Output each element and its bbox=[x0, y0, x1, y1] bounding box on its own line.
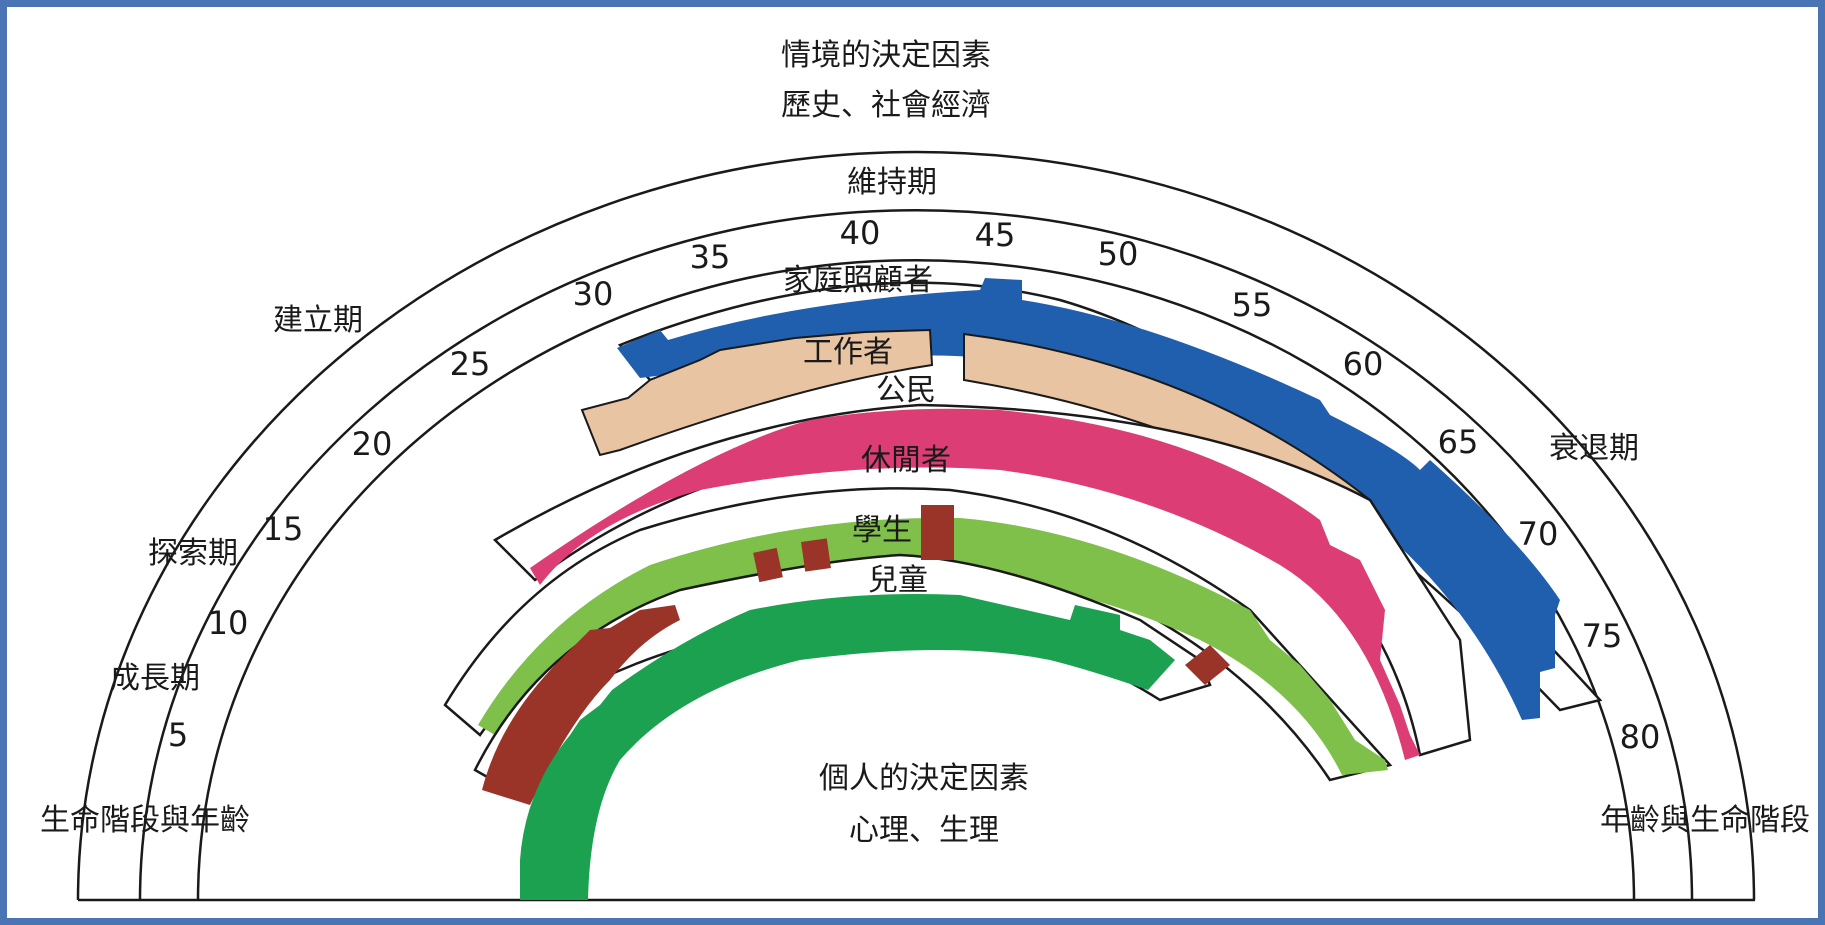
age-tick: 40 bbox=[840, 214, 881, 252]
student-segment-a bbox=[753, 547, 783, 583]
corner-label-left: 生命階段與年齡 bbox=[40, 803, 250, 838]
age-tick: 55 bbox=[1232, 286, 1273, 324]
age-tick: 10 bbox=[208, 604, 249, 642]
age-tick: 50 bbox=[1098, 235, 1139, 273]
age-tick: 20 bbox=[352, 425, 393, 463]
child-role-band bbox=[520, 594, 1175, 900]
age-tick: 35 bbox=[690, 238, 731, 276]
stage-growth: 成長期 bbox=[110, 661, 200, 696]
situational-subtitle: 歷史、社會經濟 bbox=[781, 88, 991, 123]
age-tick: 75 bbox=[1582, 617, 1623, 655]
age-tick: 25 bbox=[450, 345, 491, 383]
outer-arc-2 bbox=[138, 208, 1694, 901]
student-role-band bbox=[482, 605, 680, 805]
worker-band-left bbox=[580, 328, 934, 457]
age-tick: 30 bbox=[573, 275, 614, 313]
student-segment-d bbox=[1185, 645, 1230, 685]
age-tick: 80 bbox=[1620, 718, 1661, 756]
stage-establishment: 建立期 bbox=[273, 303, 363, 338]
age-tick: 70 bbox=[1518, 515, 1559, 553]
role-label-leisurite: 休閒者 bbox=[861, 443, 951, 478]
situational-title: 情境的決定因素 bbox=[781, 38, 991, 73]
personal-subtitle: 心理、生理 bbox=[849, 813, 999, 848]
student-segment-b bbox=[801, 538, 831, 572]
stage-exploration: 探索期 bbox=[148, 536, 238, 571]
leisurite-role-band bbox=[478, 517, 1388, 775]
role-label-homemaker: 家庭照顧者 bbox=[783, 263, 933, 298]
student-segment-c bbox=[921, 505, 954, 560]
age-tick: 5 bbox=[168, 716, 188, 754]
personal-title: 個人的決定因素 bbox=[819, 761, 1029, 796]
role-label-citizen: 公民 bbox=[876, 373, 936, 408]
age-ticks: 5 10 15 20 25 30 35 40 45 50 55 60 65 70… bbox=[168, 214, 1661, 756]
citizen-role-band bbox=[530, 408, 1420, 760]
corner-label-right: 年齡與生命階段 bbox=[1600, 803, 1810, 838]
age-tick: 15 bbox=[263, 510, 304, 548]
role-label-student: 學生 bbox=[852, 513, 912, 548]
role-label-child: 兒童 bbox=[868, 563, 928, 598]
role-label-worker: 工作者 bbox=[803, 335, 893, 370]
stage-decline: 衰退期 bbox=[1549, 431, 1639, 466]
outer-arc-1 bbox=[76, 150, 1756, 901]
age-tick: 60 bbox=[1343, 345, 1384, 383]
age-tick: 45 bbox=[975, 216, 1016, 254]
stage-maintenance: 維持期 bbox=[847, 165, 937, 200]
age-tick: 65 bbox=[1438, 423, 1479, 461]
